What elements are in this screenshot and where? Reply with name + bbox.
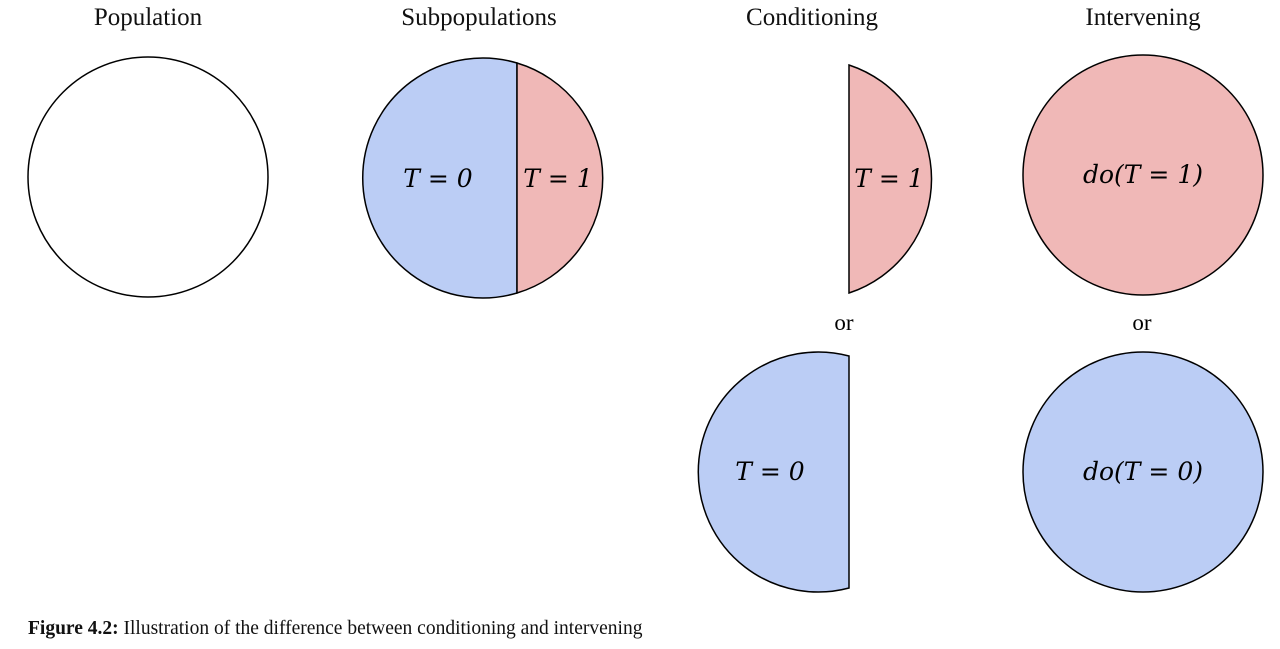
intervening-or-label: or (1132, 310, 1152, 335)
conditioning-treated-region (848, 63, 933, 295)
intervening-treated-circle (1022, 54, 1264, 296)
intervening-control-circle (1022, 351, 1264, 593)
subpopulation-control-label: T = 0 (403, 164, 473, 193)
population-heading: Population (93, 4, 203, 31)
conditioning-or-label: or (834, 310, 854, 335)
intervening-group: do(T = 1) or do(T = 0) (1022, 54, 1264, 593)
conditioning-treated-label: T = 1 (854, 164, 923, 193)
figure-caption-text: Illustration of the difference between c… (118, 618, 643, 639)
population-group (27, 56, 269, 298)
conditioning-control-label: T = 0 (735, 457, 805, 486)
subpopulations-group: T = 0 T = 1 (362, 57, 604, 299)
population-circle (27, 56, 269, 298)
causal-diagram: T = 0 T = 1 T = 1 or T = 0 do(T = 1) or … (27, 54, 1264, 593)
figure-caption: Figure 4.2: Illustration of the differen… (28, 616, 642, 642)
subpopulation-treated-region (516, 61, 604, 295)
subpopulation-control-region (362, 57, 518, 299)
subpopulation-treated-label: T = 1 (523, 164, 592, 193)
subpopulations-heading: Subpopulations (401, 4, 557, 31)
conditioning-control-region (697, 351, 850, 593)
intervening-control-label: do(T = 0) (1083, 457, 1203, 486)
intervening-heading: Intervening (1085, 4, 1201, 31)
conditioning-group: T = 1 or T = 0 (697, 63, 933, 593)
conditioning-heading: Conditioning (746, 4, 878, 31)
intervening-treated-label: do(T = 1) (1083, 160, 1203, 189)
figure-caption-label: Figure 4.2: (28, 618, 119, 639)
